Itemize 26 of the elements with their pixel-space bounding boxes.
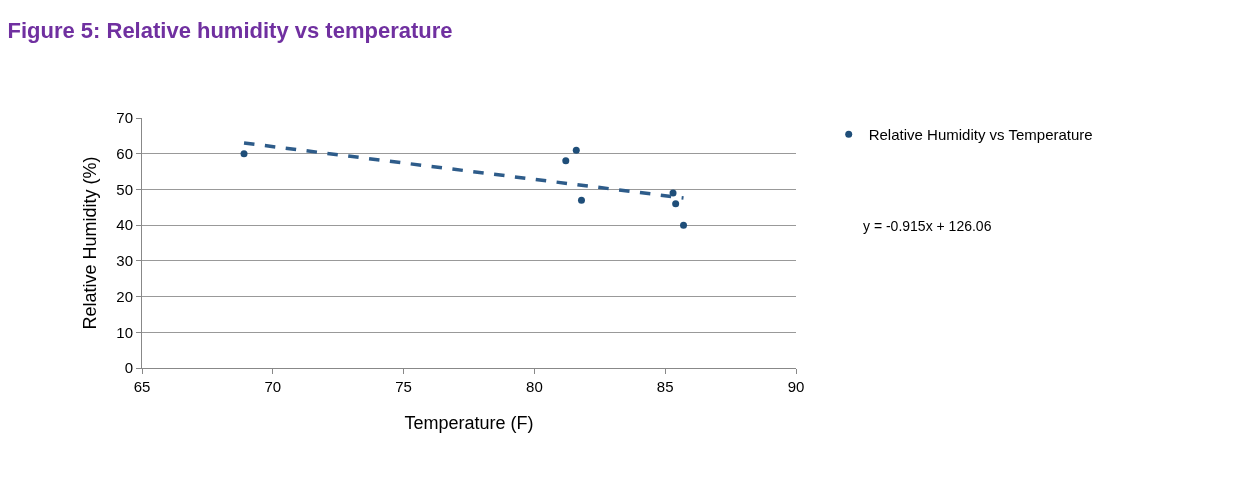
x-tick-label: 90 <box>787 378 805 395</box>
y-tick-label: 30 <box>116 252 133 270</box>
x-tick-label: 80 <box>526 378 543 395</box>
y-tick-label: 70 <box>116 109 133 127</box>
y-tick-label: 40 <box>116 216 133 234</box>
text: y = -0.915x + 126.06 <box>863 218 992 234</box>
chart-title: Figure 5: Relative humidity vs temperature <box>7 17 453 43</box>
point <box>669 189 677 197</box>
point <box>672 200 680 208</box>
x-tick-label: 70 <box>264 378 282 395</box>
point <box>562 157 570 165</box>
point <box>577 196 585 204</box>
point <box>680 221 688 229</box>
x-tick-label: 75 <box>395 378 412 395</box>
y-tick-label: 20 <box>116 287 133 305</box>
y-tick-label: 10 <box>116 323 133 341</box>
legend-label: Relative Humidity vs Temperature <box>868 126 1093 144</box>
x-tick-label: 65 <box>133 378 151 395</box>
y-tick-label: 50 <box>116 180 133 198</box>
y-tick-label: 0 <box>124 359 133 377</box>
x-tick-label: 85 <box>656 378 674 395</box>
y-axis-title: Relative Humidity (%) <box>79 156 100 330</box>
y-tick-label: 60 <box>116 144 133 162</box>
point <box>572 146 580 154</box>
x-axis-title: Temperature (F) <box>404 413 534 434</box>
point <box>240 150 248 158</box>
